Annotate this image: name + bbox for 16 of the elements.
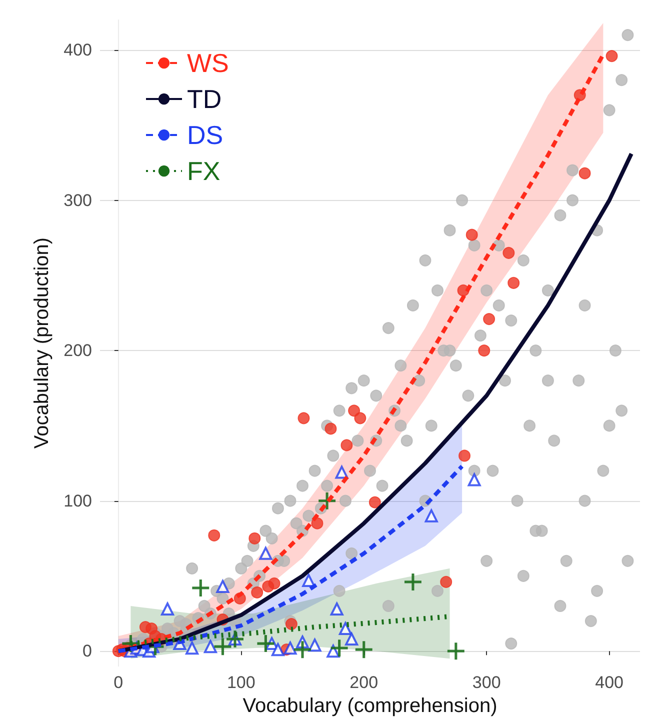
y-axis-title: Vocabulary (production) — [31, 237, 53, 449]
legend-label: FX — [187, 156, 220, 186]
x-tick-label: 300 — [472, 673, 501, 692]
legend-label: DS — [187, 120, 224, 150]
y-tick-label: 0 — [82, 642, 92, 661]
legend-label: WS — [187, 48, 229, 78]
legend-label: TD — [187, 84, 222, 114]
y-tick-label: 300 — [64, 190, 92, 210]
y-tick-label: 400 — [64, 40, 92, 60]
x-tick-label: 100 — [226, 673, 256, 692]
y-tick-label: 200 — [64, 341, 92, 360]
x-tick-label: 400 — [595, 673, 624, 692]
x-tick-label: 0 — [114, 673, 124, 692]
y-tick-label: 100 — [64, 491, 92, 510]
x-axis-title: Vocabulary (comprehension) — [242, 695, 498, 717]
x-tick-label: 200 — [350, 673, 378, 692]
